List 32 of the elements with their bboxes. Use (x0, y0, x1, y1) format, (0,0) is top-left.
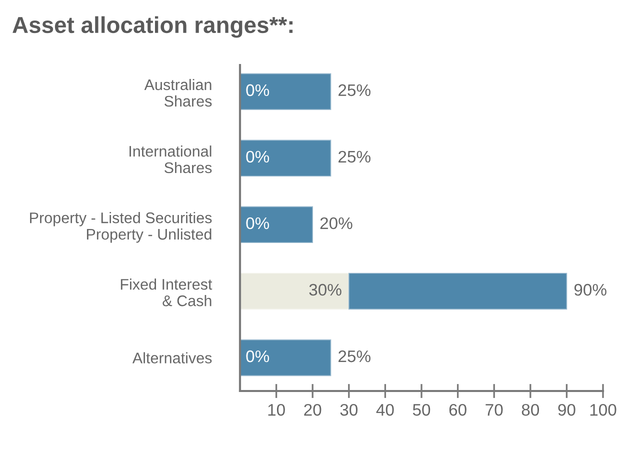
x-tick-label: 80 (522, 404, 540, 416)
annotation: 20% (320, 217, 352, 230)
annotation: 25% (338, 350, 370, 362)
x-tick-label: 40 (376, 404, 394, 416)
x-tick-label: 60 (449, 404, 466, 416)
annotation: 0% (246, 84, 270, 96)
bar (240, 73, 332, 110)
x-tick-label: 10 (268, 404, 285, 416)
chart-title: Asset allocation ranges**: (12, 16, 293, 38)
annotation: 0% (246, 350, 270, 362)
bar (240, 140, 332, 177)
annotation: 30% (309, 284, 342, 296)
annotation: 0% (246, 150, 270, 163)
y-tick-label: Property - Listed Securities Property - Unlisted (30, 212, 212, 243)
y-tick-label: Australian Shares (144, 78, 212, 107)
annotation: 25% (338, 150, 370, 163)
annotation: 90% (574, 284, 606, 296)
y-tick-label: Fixed Interest & Cash (120, 278, 212, 306)
x-tick-label: 90 (558, 404, 576, 416)
bar (240, 206, 314, 244)
y-tick-label: Alternatives (132, 352, 212, 364)
annotation: 25% (338, 84, 370, 96)
bar (240, 339, 332, 376)
bar (348, 272, 568, 310)
bar (240, 272, 350, 310)
x-tick-label: 30 (340, 404, 358, 416)
x-tick-label: 100 (590, 404, 616, 416)
annotation: 0% (246, 217, 270, 230)
x-tick-label: 70 (486, 404, 503, 416)
x-tick-label: 20 (304, 404, 322, 416)
x-tick-label: 50 (412, 404, 430, 416)
y-tick-label: International Shares (130, 145, 212, 174)
